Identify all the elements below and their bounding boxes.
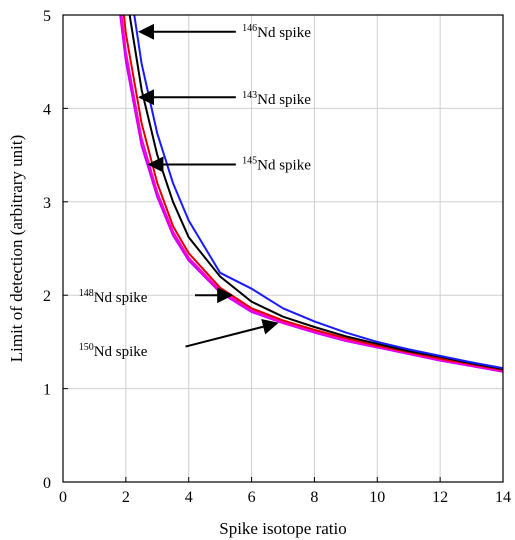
axes [62,14,504,483]
annotation-text: Nd spike [257,92,311,108]
series-line-145nd-spike [122,15,503,371]
series-line-143nd-spike [128,15,503,370]
y-tick-label: 3 [43,195,51,212]
y-tick-label: 5 [43,8,51,25]
annotation-146-nd-spike: 146Nd spike [138,23,311,41]
series-line-146nd-spike [133,15,503,370]
annotation-143-nd-spike: 143Nd spike [138,89,311,108]
annotation-label: 146Nd spike [242,23,311,41]
annotation-mass-superscript: 146 [242,23,257,34]
annotation-label: 150Nd spike [79,342,148,360]
y-tick-label: 4 [43,101,51,118]
series-line-148nd-spike [120,15,503,372]
annotation-145-nd-spike: 145Nd spike [147,155,311,173]
annotation-label: 148Nd spike [79,288,148,306]
annotation-arrow [185,318,279,348]
annotation-text: Nd spike [257,157,311,173]
annotation-label: 145Nd spike [242,155,311,173]
annotation-148-nd-spike: 148Nd spike [79,287,234,306]
x-tick-label: 6 [248,489,256,506]
annotation-text: Nd spike [94,290,148,306]
series-lines [119,15,503,373]
plot-frame [62,14,504,483]
y-tick-label: 2 [43,288,51,305]
x-tick-label: 14 [495,489,511,506]
annotation-text: Nd spike [94,344,148,360]
y-tick-label: 0 [43,475,51,492]
annotation-mass-superscript: 143 [242,90,257,101]
annotation-mass-superscript: 148 [79,288,94,299]
series-line-150nd-spike [119,15,503,373]
y-tick-label: 1 [43,382,51,399]
x-tick-label: 12 [432,489,448,506]
annotation-text: Nd spike [257,25,311,41]
x-tick-label: 8 [310,489,318,506]
annotation-label: 143Nd spike [242,90,311,108]
annotation-mass-superscript: 145 [242,155,257,166]
x-tick-label: 2 [122,489,130,506]
x-tick-label: 4 [185,489,193,506]
y-axis-title: Limit of detection (arbitrary unit) [7,135,26,363]
grid-lines [62,14,504,483]
x-tick-label: 10 [369,489,385,506]
x-axis-title: Spike isotope ratio [219,519,346,538]
annotation-150-nd-spike: 150Nd spike [79,318,279,360]
x-tick-label: 0 [59,489,67,506]
annotation-mass-superscript: 150 [79,342,94,353]
